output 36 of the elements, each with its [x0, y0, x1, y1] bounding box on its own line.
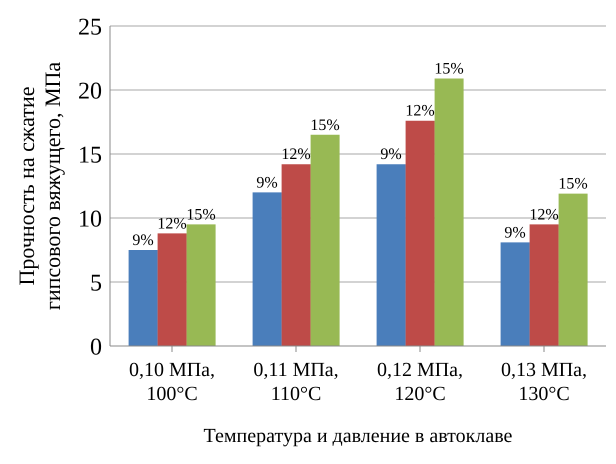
bar [500, 242, 530, 346]
bar [376, 164, 406, 346]
bar [252, 192, 282, 346]
text: 9% [504, 224, 526, 242]
bar [282, 164, 311, 346]
text: 9% [380, 146, 402, 164]
series-label: 9% [132, 232, 154, 249]
x-tick-label: 0,12 МПа, 120°C [376, 359, 464, 405]
x-axis-title: Температура и давление в автоклаве [204, 425, 513, 447]
bar [310, 134, 340, 346]
text: 12% [529, 206, 559, 224]
bar [186, 224, 216, 346]
series-label: 15% [310, 116, 340, 134]
y-tick-label: 25 [78, 14, 102, 41]
bar [558, 194, 588, 346]
bar [434, 78, 464, 346]
y-tick-label: 20 [78, 78, 102, 105]
text: 9% [256, 174, 278, 192]
y-axis-title: Прочность на сжатие гипсового вяжущего, МПа [14, 62, 65, 310]
text: 15% [434, 60, 464, 78]
bar [158, 233, 187, 346]
bar [530, 224, 559, 346]
bar [128, 250, 158, 346]
y-tick-label: 5 [90, 270, 102, 297]
y-tick-label: 15 [78, 142, 102, 169]
x-tick-label: 0,10 МПа, 100°C [128, 359, 216, 405]
y-tick-label: 10 [78, 206, 102, 233]
text: 15% [186, 206, 216, 224]
series-label: 12% [281, 146, 311, 164]
y-tick-label: 0 [90, 334, 102, 361]
text: 12% [157, 215, 187, 232]
x-tick-label: 0,11 МПа, 110°C [253, 359, 339, 405]
bar [406, 120, 435, 346]
text: 12% [405, 102, 435, 120]
text: 15% [558, 176, 588, 193]
x-tick-label: 0,13 МПа, 130°C [500, 359, 588, 405]
